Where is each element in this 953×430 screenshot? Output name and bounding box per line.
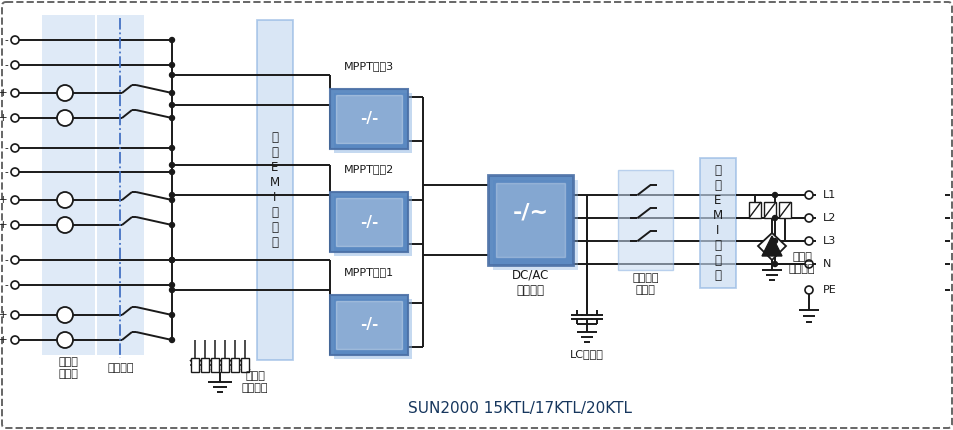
Circle shape [11,336,19,344]
Circle shape [804,260,812,268]
Text: -/-: -/- [359,215,377,230]
Text: L1: L1 [822,190,836,200]
Circle shape [804,191,812,199]
Bar [334,93,412,153]
Circle shape [170,258,174,262]
Text: 交流浪
涌保护器: 交流浪 涌保护器 [788,252,815,274]
Text: L2: L2 [822,213,836,223]
Text: MPPT电路3: MPPT电路3 [344,61,394,71]
Bar [496,183,564,257]
Bar [763,202,775,218]
Bar [335,301,401,349]
Text: -: - [4,143,8,153]
Text: 输
入
E
M
I
滤
波
器: 输 入 E M I 滤 波 器 [270,131,280,249]
Circle shape [804,214,812,222]
Bar [488,175,573,265]
Circle shape [772,261,777,267]
Text: -: - [4,167,8,177]
Circle shape [57,307,73,323]
Bar [700,158,735,288]
Circle shape [57,192,73,208]
Circle shape [57,110,73,126]
Circle shape [11,61,19,69]
Circle shape [170,222,174,227]
Text: -/~: -/~ [512,202,548,222]
Circle shape [170,197,174,203]
Text: PE: PE [822,285,836,295]
Circle shape [11,311,19,319]
Text: L3: L3 [822,236,836,246]
Text: +: + [0,220,8,230]
Circle shape [11,256,19,264]
Circle shape [11,114,19,122]
Bar [97,15,144,355]
Bar [221,358,229,372]
Bar [211,358,219,372]
Bar [241,358,249,372]
Circle shape [170,193,174,197]
Text: +: + [0,310,8,320]
Bar [42,15,95,355]
Circle shape [170,288,174,292]
Text: +: + [0,88,8,98]
Text: MPPT电路1: MPPT电路1 [344,267,394,277]
Text: 输
出
E
M
I
滤
波
器: 输 出 E M I 滤 波 器 [712,164,722,282]
Circle shape [170,102,174,108]
Bar [330,192,408,252]
Bar [618,170,672,270]
Circle shape [170,258,174,262]
Circle shape [11,89,19,97]
Circle shape [11,168,19,176]
Bar [330,89,408,149]
Bar [334,196,412,256]
Text: N: N [822,259,830,269]
Text: -: - [4,60,8,70]
Circle shape [170,37,174,43]
Text: DC/AC
逆变电路: DC/AC 逆变电路 [511,269,549,297]
Bar [335,198,401,246]
Bar [779,202,790,218]
Circle shape [11,196,19,204]
Bar [191,358,199,372]
Polygon shape [761,236,781,256]
Circle shape [57,217,73,233]
Text: +: + [0,335,8,345]
Text: LC滤波器: LC滤波器 [570,349,603,359]
Circle shape [57,85,73,101]
Circle shape [11,281,19,289]
Bar [493,180,578,270]
Circle shape [170,145,174,150]
Text: -: - [4,35,8,45]
Bar [335,95,401,143]
Text: -/-: -/- [359,317,377,332]
Circle shape [170,90,174,95]
Circle shape [170,73,174,77]
Circle shape [170,338,174,343]
Text: -: - [4,255,8,265]
Circle shape [170,313,174,317]
Bar [256,20,293,360]
Text: 直流开关: 直流开关 [108,363,134,373]
Circle shape [11,221,19,229]
Circle shape [170,163,174,168]
Text: +: + [0,113,8,123]
Circle shape [804,286,812,294]
Text: 输出隔离
继电器: 输出隔离 继电器 [632,273,659,295]
Bar [748,202,760,218]
Circle shape [11,144,19,152]
Text: -: - [4,280,8,290]
Text: MPPT电路2: MPPT电路2 [343,164,394,174]
Bar [231,358,239,372]
Circle shape [804,237,812,245]
Circle shape [170,116,174,120]
Circle shape [772,239,777,243]
Circle shape [57,332,73,348]
Bar [201,358,209,372]
Circle shape [170,169,174,175]
Bar [330,295,408,355]
Circle shape [170,283,174,288]
Text: -/-: -/- [359,111,377,126]
Text: 直流浪
涌保护器: 直流浪 涌保护器 [241,371,268,393]
Circle shape [772,215,777,221]
